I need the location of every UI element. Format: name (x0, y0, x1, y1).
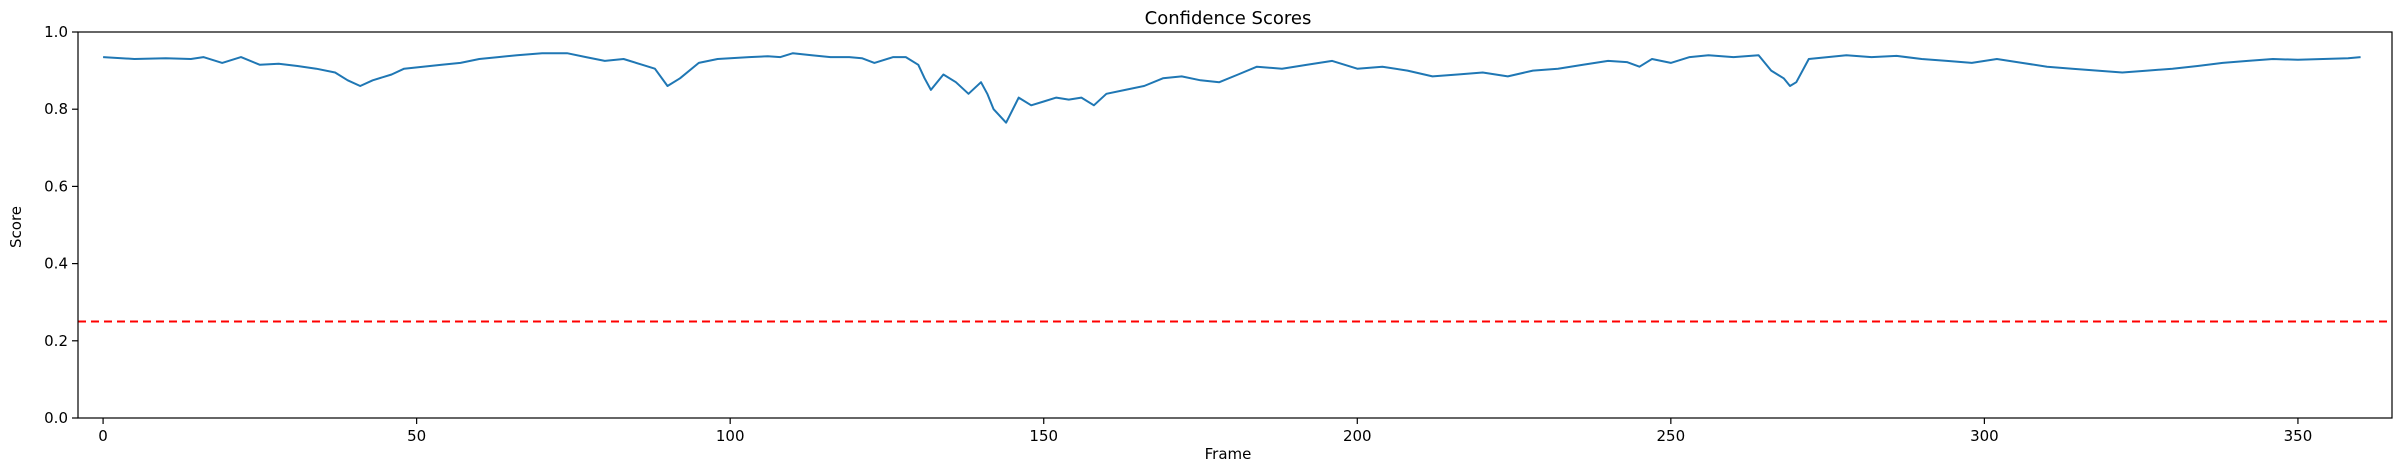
y-tick-label: 0.8 (44, 100, 68, 118)
plot-frame (77, 31, 2393, 419)
y-tick-label: 0.0 (44, 409, 68, 427)
y-tick-label: 1.0 (44, 23, 68, 41)
x-tick-label: 200 (1343, 427, 1372, 445)
chart-title: Confidence Scores (1145, 8, 1312, 29)
x-tick-label: 0 (98, 427, 108, 445)
x-tick-label: 100 (716, 427, 745, 445)
y-tick-label: 0.6 (44, 177, 68, 195)
x-tick-label: 250 (1657, 427, 1686, 445)
x-tick-label: 350 (2284, 427, 2313, 445)
y-tick-label: 0.2 (44, 332, 68, 350)
x-axis-title: Frame (1205, 445, 1252, 463)
y-axis-title: Score (7, 206, 25, 248)
x-tick-label: 300 (1970, 427, 1999, 445)
series-line-0 (103, 52, 2361, 124)
x-tick-label: 50 (407, 427, 426, 445)
x-tick-label: 150 (1029, 427, 1058, 445)
y-tick-label: 0.4 (44, 255, 68, 273)
